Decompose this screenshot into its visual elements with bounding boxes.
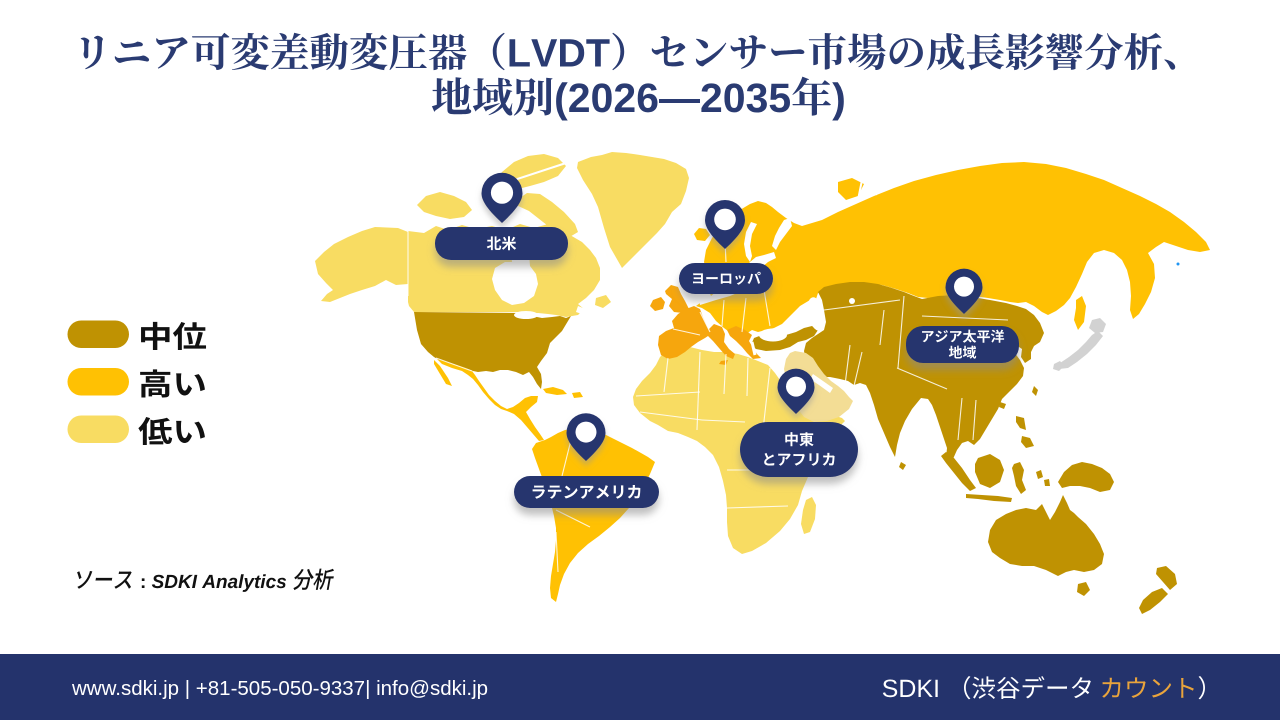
svg-text:www.sdki.jp | +81-505-050-933: www.sdki.jp | +81-505-050-9337| info@sdk…: [71, 677, 488, 700]
